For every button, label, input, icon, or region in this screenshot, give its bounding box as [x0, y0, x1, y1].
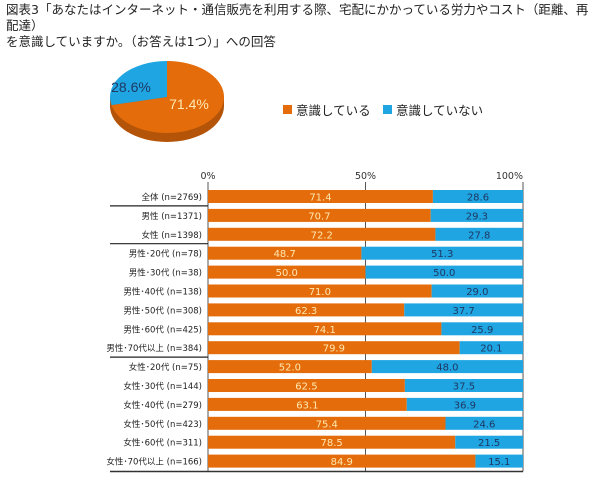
legend-item-unaware: 意識していない [383, 100, 483, 119]
bar-unaware [475, 454, 523, 468]
bar-label-unaware: 24.6 [473, 419, 495, 430]
legend-item-aware: 意識している [283, 100, 371, 119]
bar-label-unaware: 36.9 [454, 400, 476, 411]
bar-label-aware: 70.7 [308, 211, 330, 222]
category-label: 女性･40代 (n=279) [123, 400, 202, 411]
x-tick-label: 100% [496, 171, 523, 182]
bar-label-unaware: 37.7 [452, 306, 474, 317]
bar-label-unaware: 29.3 [466, 211, 488, 222]
bar-aware [208, 190, 433, 203]
bar-aware [208, 303, 405, 317]
category-label: 女性 (n=1398) [142, 230, 202, 241]
bar-aware [208, 360, 372, 374]
bar-aware [208, 246, 362, 260]
bar-label-unaware: 28.6 [467, 193, 489, 204]
legend-label-unaware: 意識していない [396, 103, 484, 118]
bar-label-aware: 63.1 [296, 400, 318, 411]
bar-label-unaware: 21.5 [478, 438, 500, 449]
bar-aware [208, 284, 432, 298]
bar-aware [208, 208, 431, 222]
bar-label-aware: 74.1 [314, 325, 336, 336]
bar-unaware [365, 265, 523, 279]
bar-unaware [441, 322, 523, 336]
bar-unaware [432, 190, 523, 203]
bar-label-unaware: 51.3 [431, 249, 453, 260]
bar-aware [208, 322, 442, 336]
bar-label-aware: 72.2 [311, 230, 333, 241]
category-label: 女性･70代以上 (n=166) [106, 457, 202, 468]
chart-title: 図表3「あなたはインターネット・通信販売を利用する際、宅配にかかっている労力やコ… [6, 2, 596, 50]
bar-aware [208, 397, 407, 411]
bar-aware [208, 454, 476, 468]
bar-label-unaware: 27.8 [468, 230, 490, 241]
bar-label-aware: 62.5 [295, 382, 317, 393]
bar-label-aware: 50.0 [276, 268, 298, 279]
bar-aware [208, 341, 460, 355]
legend-swatch-unaware [383, 105, 392, 114]
category-label: 女性･20代 (n=75) [129, 362, 202, 373]
bar-unaware [455, 435, 523, 449]
category-label: 男性･60代 (n=425) [123, 324, 202, 335]
bar-label-aware: 48.7 [274, 249, 296, 260]
category-label: 男性･20代 (n=78) [129, 249, 202, 260]
bar-aware [208, 265, 366, 279]
bar-label-unaware: 15.1 [488, 457, 510, 468]
category-label: 男性･50代 (n=308) [123, 305, 202, 316]
category-label: 男性･70代以上 (n=384) [106, 343, 202, 354]
bar-unaware [371, 360, 523, 374]
bar-unaware [406, 397, 523, 411]
bar-label-unaware: 50.0 [433, 268, 455, 279]
bar-unaware [430, 208, 523, 222]
category-label: 女性･60代 (n=311) [123, 438, 202, 449]
bar-label-unaware: 48.0 [436, 363, 458, 374]
pie-slice-aware [111, 61, 225, 133]
title-line-1: 図表3「あなたはインターネット・通信販売を利用する際、宅配にかかっている労力やコ… [6, 2, 589, 33]
bar-aware [208, 416, 446, 430]
bar-aware [208, 435, 456, 449]
bar-unaware [361, 246, 523, 260]
bar-unaware [431, 284, 523, 298]
title-line-2: を意識していますか。（お答えは1つ）」への回答 [6, 34, 276, 49]
bar-label-aware: 71.4 [309, 193, 331, 204]
bar-unaware [404, 303, 523, 317]
legend-swatch-aware [283, 105, 292, 114]
pie-label-aware: 71.4% [169, 96, 209, 112]
category-label: 女性･50代 (n=423) [123, 419, 202, 430]
bar-label-aware: 84.9 [331, 457, 353, 468]
x-tick-label: 50% [355, 171, 376, 182]
x-tick-label: 0% [200, 171, 215, 182]
pie-slice-unaware [109, 61, 167, 106]
bar-aware [208, 379, 405, 392]
category-label: 男性･40代 (n=138) [123, 287, 202, 298]
category-label: 男性･30代 (n=38) [129, 268, 202, 279]
bar-unaware [404, 379, 523, 392]
bar-label-aware: 71.0 [309, 287, 331, 298]
pie-label-unaware: 28.6% [111, 79, 151, 95]
legend-label-aware: 意識している [296, 103, 371, 118]
bar-label-aware: 62.3 [295, 306, 317, 317]
bar-label-unaware: 29.0 [466, 287, 488, 298]
bar-label-aware: 79.9 [323, 344, 345, 355]
bar-unaware [435, 227, 523, 241]
bar-aware [208, 227, 436, 241]
category-label: 全体 (n=2769) [142, 192, 202, 203]
category-label: 女性･30代 (n=144) [123, 381, 202, 392]
bar-unaware [459, 341, 523, 355]
category-label: 男性 (n=1371) [142, 211, 202, 222]
bar-label-aware: 52.0 [279, 363, 301, 374]
bar-label-unaware: 25.9 [471, 325, 493, 336]
bar-unaware [445, 416, 523, 430]
bar-label-aware: 78.5 [321, 438, 343, 449]
bar-label-unaware: 20.1 [480, 344, 502, 355]
bar-label-aware: 75.4 [316, 419, 338, 430]
bar-label-unaware: 37.5 [453, 382, 475, 393]
